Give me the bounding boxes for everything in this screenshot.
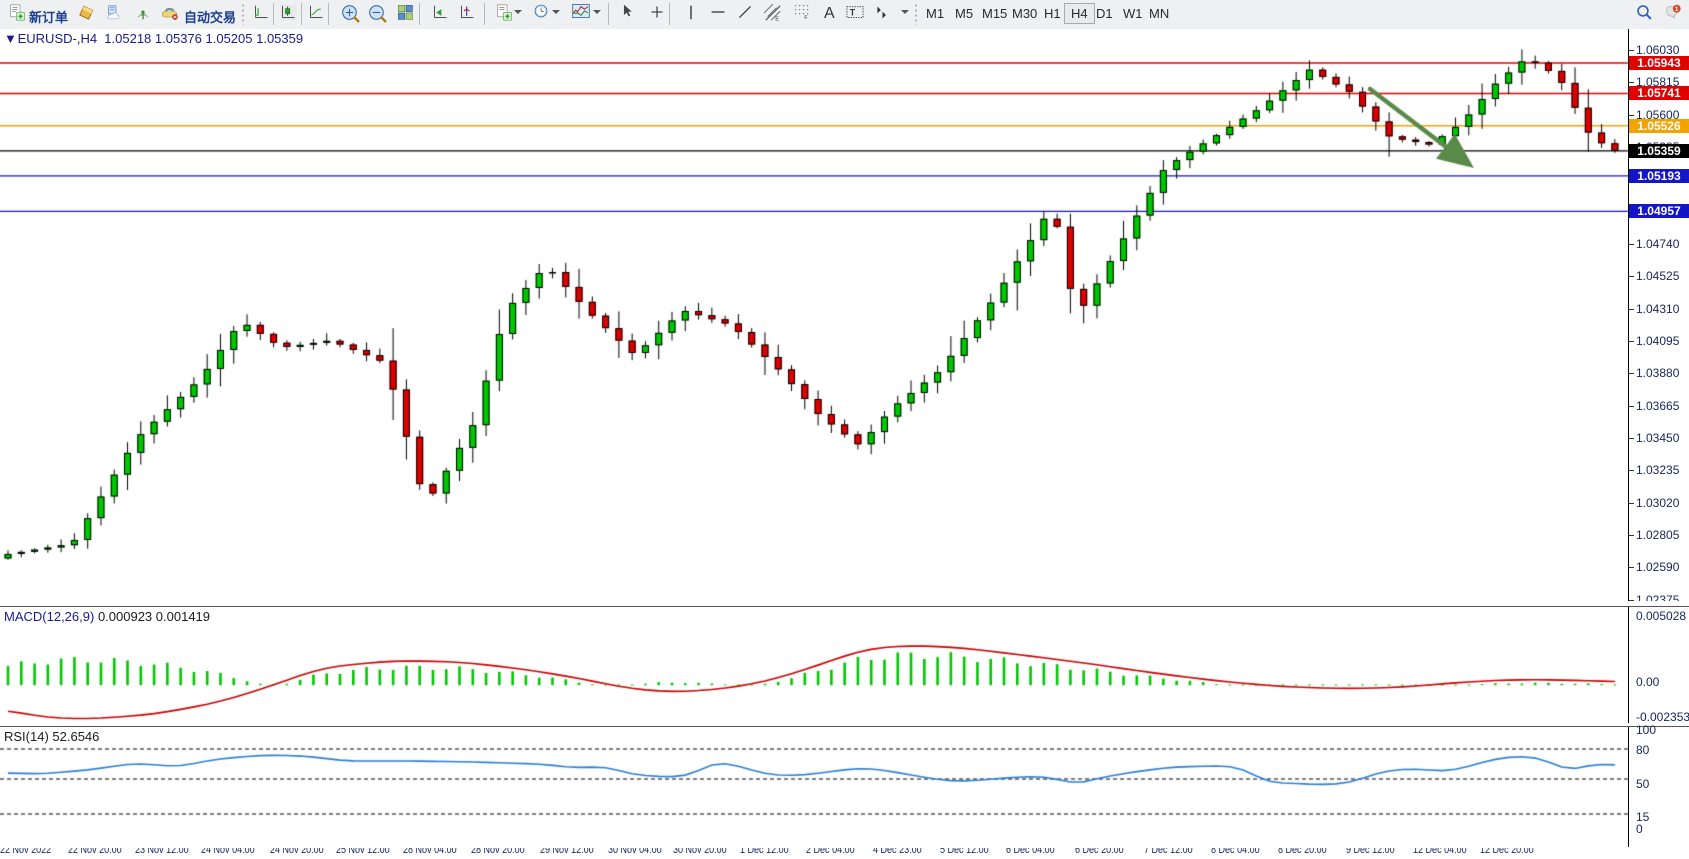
svg-text:F: F <box>804 15 807 20</box>
svg-text:T: T <box>850 8 856 18</box>
svg-text:E: E <box>775 17 779 22</box>
